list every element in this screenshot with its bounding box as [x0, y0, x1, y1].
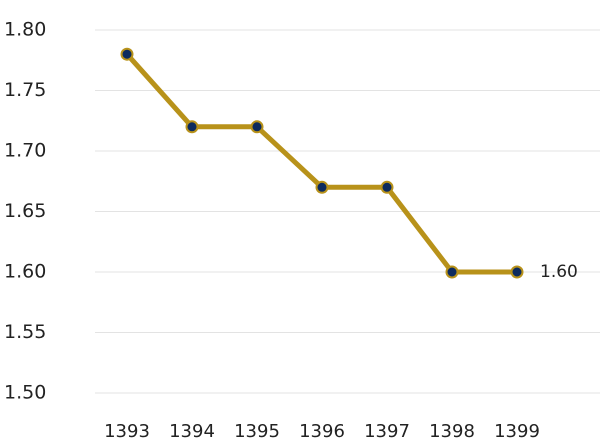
- marker: [120, 47, 134, 61]
- y-tick-label: 1.70: [4, 140, 46, 162]
- marker: [510, 265, 524, 279]
- line: [125, 52, 517, 275]
- y-tick-label: 1.50: [4, 382, 46, 404]
- y-tick-label: 1.60: [4, 261, 46, 283]
- x-tick-label: 1398: [429, 421, 475, 442]
- x-tick-label: 1394: [169, 421, 215, 442]
- y-tick-label: 1.55: [4, 321, 46, 343]
- x-tick-label: 1399: [494, 421, 540, 442]
- marker: [250, 120, 264, 134]
- marker: [315, 180, 329, 194]
- marker: [185, 120, 199, 134]
- y-tick-label: 1.80: [4, 19, 46, 41]
- x-tick-label: 1395: [234, 421, 280, 442]
- marker: [445, 265, 459, 279]
- x-tick-label: 1396: [299, 421, 345, 442]
- x-tick-label: 1397: [364, 421, 410, 442]
- y-tick-label: 1.75: [4, 79, 46, 101]
- x-tick-label: 1393: [104, 421, 150, 442]
- y-tick-label: 1.65: [4, 200, 46, 222]
- data-label: 1.60: [540, 262, 578, 282]
- marker: [380, 180, 394, 194]
